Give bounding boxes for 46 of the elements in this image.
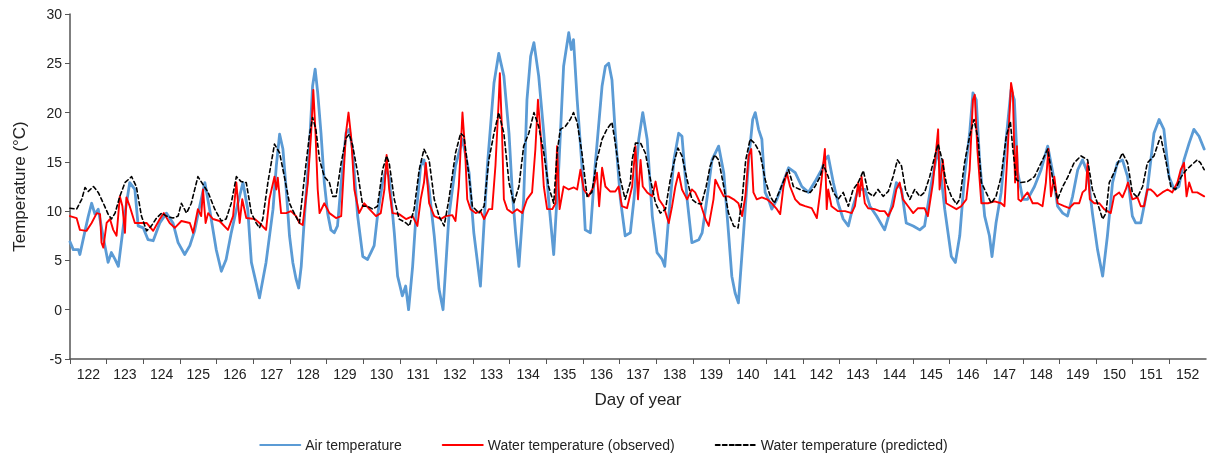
x-tick-label: 145	[919, 366, 944, 382]
y-tick-label: 5	[54, 252, 63, 269]
x-tick-label: 134	[516, 366, 540, 382]
x-tick-label: 149	[1066, 366, 1090, 382]
x-tick-label: 125	[186, 366, 211, 382]
x-tick-label: 126	[223, 366, 247, 382]
x-tick-label: 124	[149, 366, 174, 382]
y-tick-label: -5	[49, 351, 63, 367]
x-axis-title: Day of year	[594, 390, 682, 409]
x-tick-label: 123	[113, 366, 137, 382]
x-tick-label: 129	[333, 366, 357, 382]
x-tick-label: 135	[553, 366, 577, 382]
x-tick-label: 148	[1029, 366, 1053, 382]
x-tick-label: 130	[369, 366, 394, 382]
line-series	[69, 72, 1206, 249]
x-tick-label: 142	[809, 366, 834, 382]
x-tick-label: 128	[296, 366, 321, 382]
y-tick-label: 0	[54, 301, 63, 318]
x-tick-label: 151	[1139, 366, 1163, 382]
x-tick-label: 133	[479, 366, 504, 382]
x-tick-label: 150	[1102, 366, 1127, 382]
x-tick-label: 122	[76, 366, 101, 382]
x-tick-label: 143	[846, 366, 870, 382]
x-tick-label: 146	[956, 366, 980, 382]
x-tick-label: 141	[772, 366, 797, 382]
x-tick-label: 152	[1176, 366, 1200, 382]
y-tick-label: 15	[46, 153, 63, 170]
legend-label: Air temperature	[305, 437, 402, 453]
y-tick-label: 20	[46, 104, 63, 121]
x-tick-label: 127	[259, 366, 284, 382]
x-tick-label: 140	[736, 366, 760, 382]
legend-label: Water temperature (observed)	[487, 437, 675, 453]
x-tick-label: 144	[882, 366, 907, 382]
x-tick-label: 131	[406, 366, 431, 382]
y-tick-label: 30	[46, 6, 63, 22]
x-tick-label: 136	[589, 366, 614, 382]
y-axis-title: Temperature (°C)	[10, 121, 29, 252]
x-tick-label: 138	[662, 366, 687, 382]
legend-label: Water temperature (predicted)	[760, 437, 948, 453]
y-tick-label: 25	[46, 55, 63, 72]
line-series	[69, 111, 1205, 232]
x-tick-label: 139	[699, 366, 724, 382]
x-tick-label: 132	[443, 366, 467, 382]
x-tick-label: 147	[992, 366, 1017, 382]
x-tick-label: 137	[626, 366, 650, 382]
y-tick-label: 10	[46, 203, 63, 220]
